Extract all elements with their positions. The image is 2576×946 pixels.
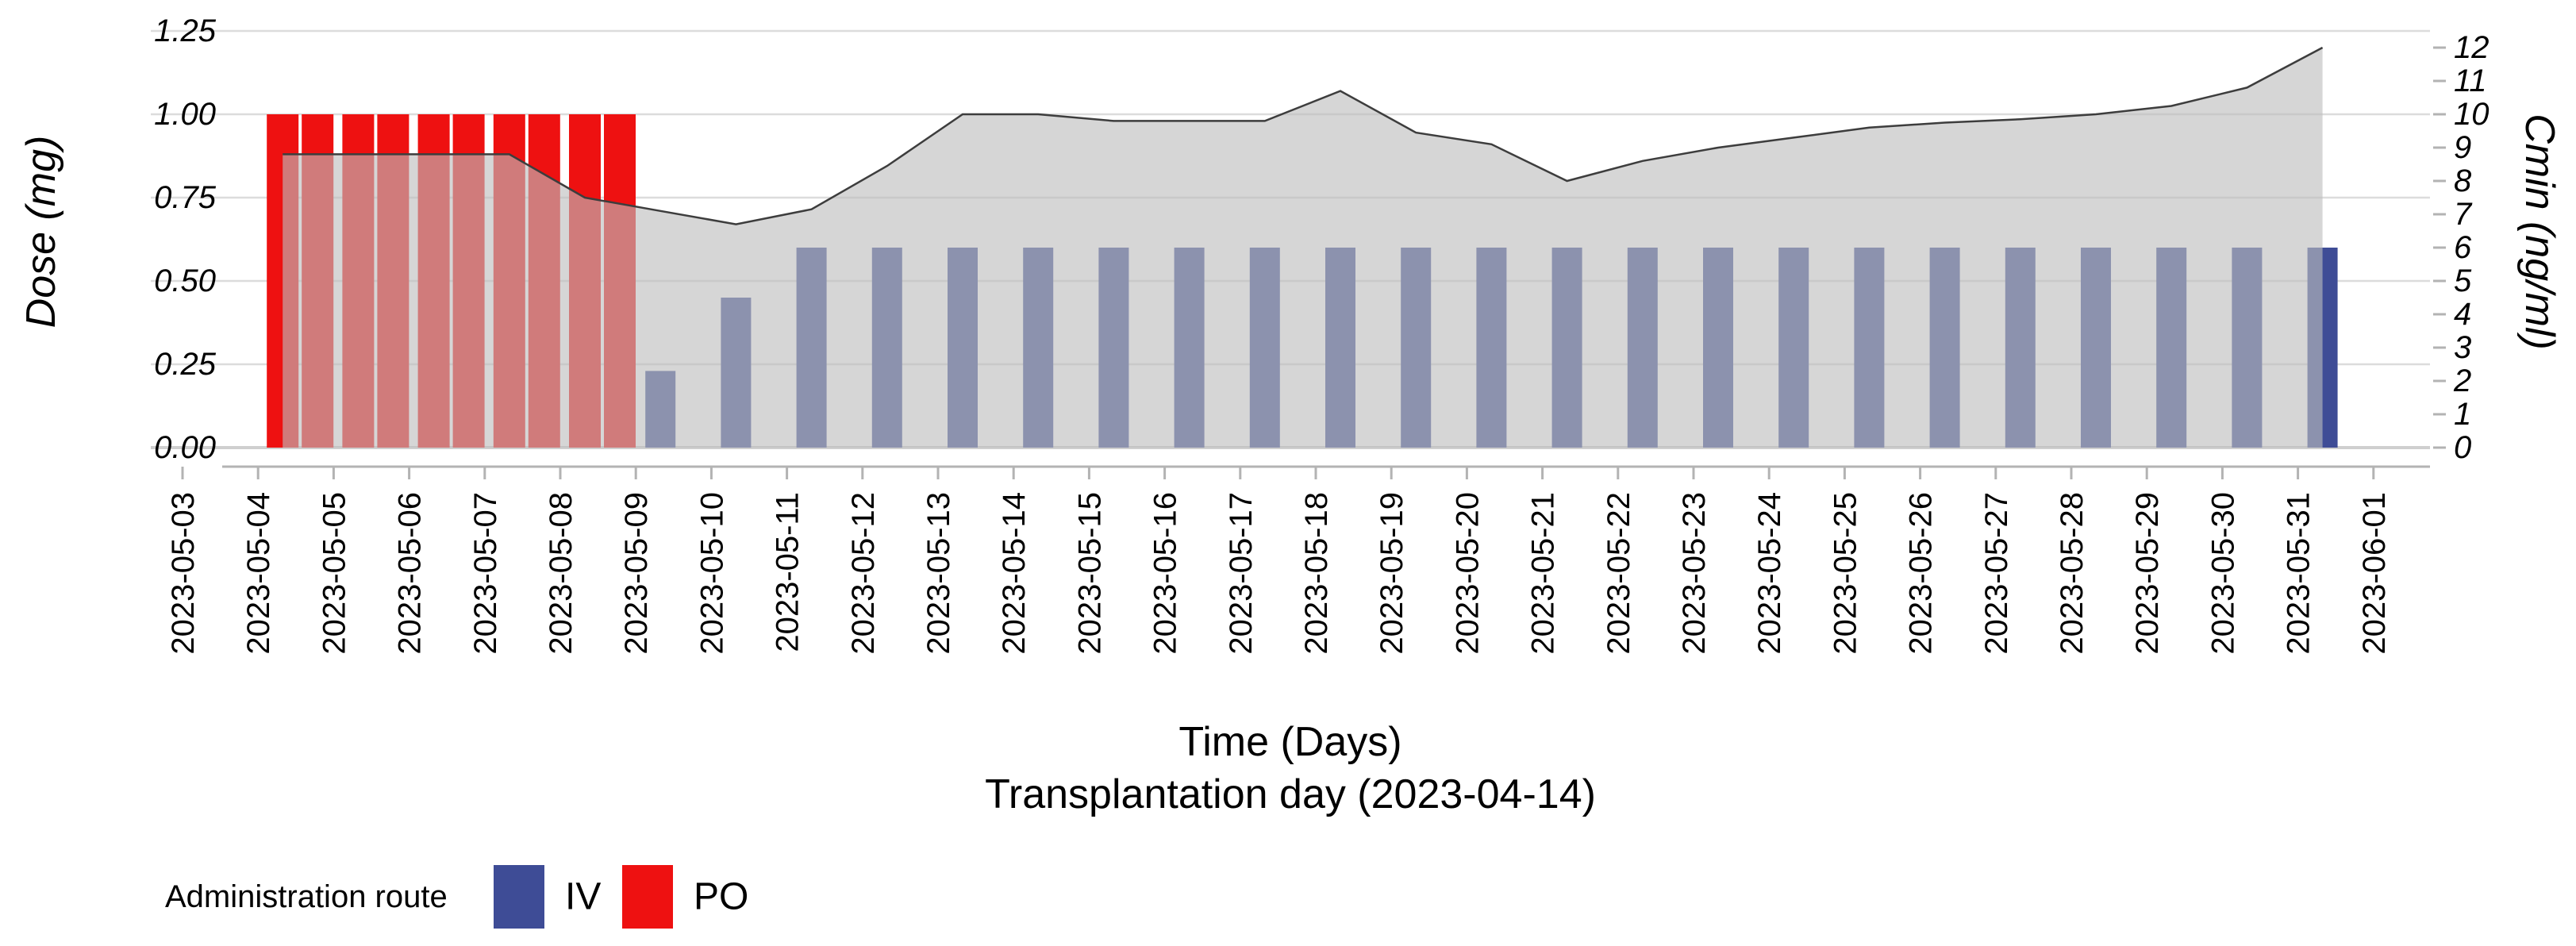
right-tick-label: 2 — [2453, 363, 2471, 398]
left-axis-tick-labels: 0.00 0.25 0.50 0.75 1.00 1.25 — [154, 13, 217, 465]
x-tick-label: 2023-05-07 — [468, 492, 503, 655]
x-tick-label: 2023-05-26 — [1904, 492, 1939, 655]
left-tick-label: 0.25 — [154, 347, 217, 382]
x-tick-label: 2023-05-14 — [997, 492, 1032, 655]
x-axis: 2023-05-03 2023-05-04 2023-05-05 2023-05-06… — [166, 465, 2430, 655]
left-tick-label: 0.75 — [154, 180, 217, 215]
x-tick-label: 2023-05-18 — [1299, 492, 1334, 655]
legend-title: Administration route — [165, 879, 448, 914]
left-tick-label: 1.00 — [154, 97, 216, 132]
right-tick-label: 0 — [2454, 430, 2471, 465]
left-axis-title: Dose (mg) — [18, 136, 64, 329]
right-tick-label: 12 — [2454, 30, 2489, 65]
legend-iv-label: IV — [565, 876, 601, 918]
right-tick-label: 3 — [2454, 330, 2471, 365]
legend-iv-swatch — [494, 865, 544, 929]
x-tick-label: 2023-05-28 — [2055, 492, 2090, 655]
x-tick-label: 2023-05-23 — [1677, 492, 1712, 655]
legend-po-label: PO — [694, 876, 748, 918]
cmin-line — [283, 46, 2324, 225]
x-tick-label: 2023-05-31 — [2282, 492, 2316, 655]
x-tick-label: 2023-05-29 — [2130, 492, 2165, 655]
x-tick-label: 2023-05-04 — [241, 492, 276, 655]
x-tick-label: 2023-05-13 — [921, 492, 956, 655]
right-tick-label: 7 — [2454, 197, 2473, 232]
x-tick-label: 2023-05-21 — [1526, 492, 1561, 655]
x-tick-label: 2023-05-06 — [393, 492, 428, 655]
legend-po-swatch — [622, 865, 673, 929]
x-tick-label: 2023-05-27 — [1979, 492, 2014, 655]
right-tick-label: 1 — [2454, 397, 2471, 432]
x-tick-label: 2023-05-08 — [544, 492, 579, 655]
right-tick-label: 8 — [2454, 163, 2472, 198]
cmin-area — [283, 46, 2324, 448]
x-tick-label: 2023-05-24 — [1752, 492, 1787, 655]
x-tick-label: 2023-05-16 — [1148, 492, 1183, 655]
x-tick-label: 2023-05-19 — [1375, 492, 1409, 655]
right-tick-label: 10 — [2454, 97, 2489, 132]
x-tick-label: 2023-06-01 — [2357, 492, 2392, 655]
x-tick-label: 2023-05-30 — [2205, 492, 2240, 655]
x-tick-label: 2023-05-12 — [846, 492, 881, 655]
x-tick-label: 2023-05-15 — [1072, 492, 1107, 655]
right-tick-label: 6 — [2454, 230, 2472, 265]
left-tick-label: 0.50 — [154, 263, 216, 298]
right-tick-label: 4 — [2454, 297, 2471, 332]
right-tick-label: 5 — [2454, 263, 2472, 298]
x-tick-label: 2023-05-10 — [694, 492, 729, 655]
x-tick-label: 2023-05-25 — [1828, 492, 1863, 655]
x-axis-title-line2: Transplantation day (2023-04-14) — [985, 771, 1596, 817]
left-tick-label: 1.25 — [154, 13, 217, 48]
x-tick-label: 2023-05-05 — [317, 492, 352, 655]
legend: Administration route IV PO — [165, 865, 748, 929]
right-tick-label: 11 — [2454, 63, 2487, 98]
x-axis-title-line1: Time (Days) — [1178, 719, 1401, 765]
x-tick-label: 2023-05-17 — [1224, 492, 1259, 655]
right-tick-label: 9 — [2454, 130, 2471, 165]
x-tick-label: 2023-05-09 — [619, 492, 654, 655]
x-tick-label: 2023-05-11 — [771, 492, 805, 652]
right-axis-title: Cmin (ng/ml) — [2516, 113, 2563, 350]
cmin-area-fill — [283, 48, 2323, 448]
x-tick-label: 2023-05-22 — [1601, 492, 1636, 655]
left-tick-label: 0.00 — [154, 430, 216, 465]
x-tick-label: 2023-05-03 — [166, 492, 201, 655]
x-tick-label: 2023-05-20 — [1450, 492, 1485, 655]
